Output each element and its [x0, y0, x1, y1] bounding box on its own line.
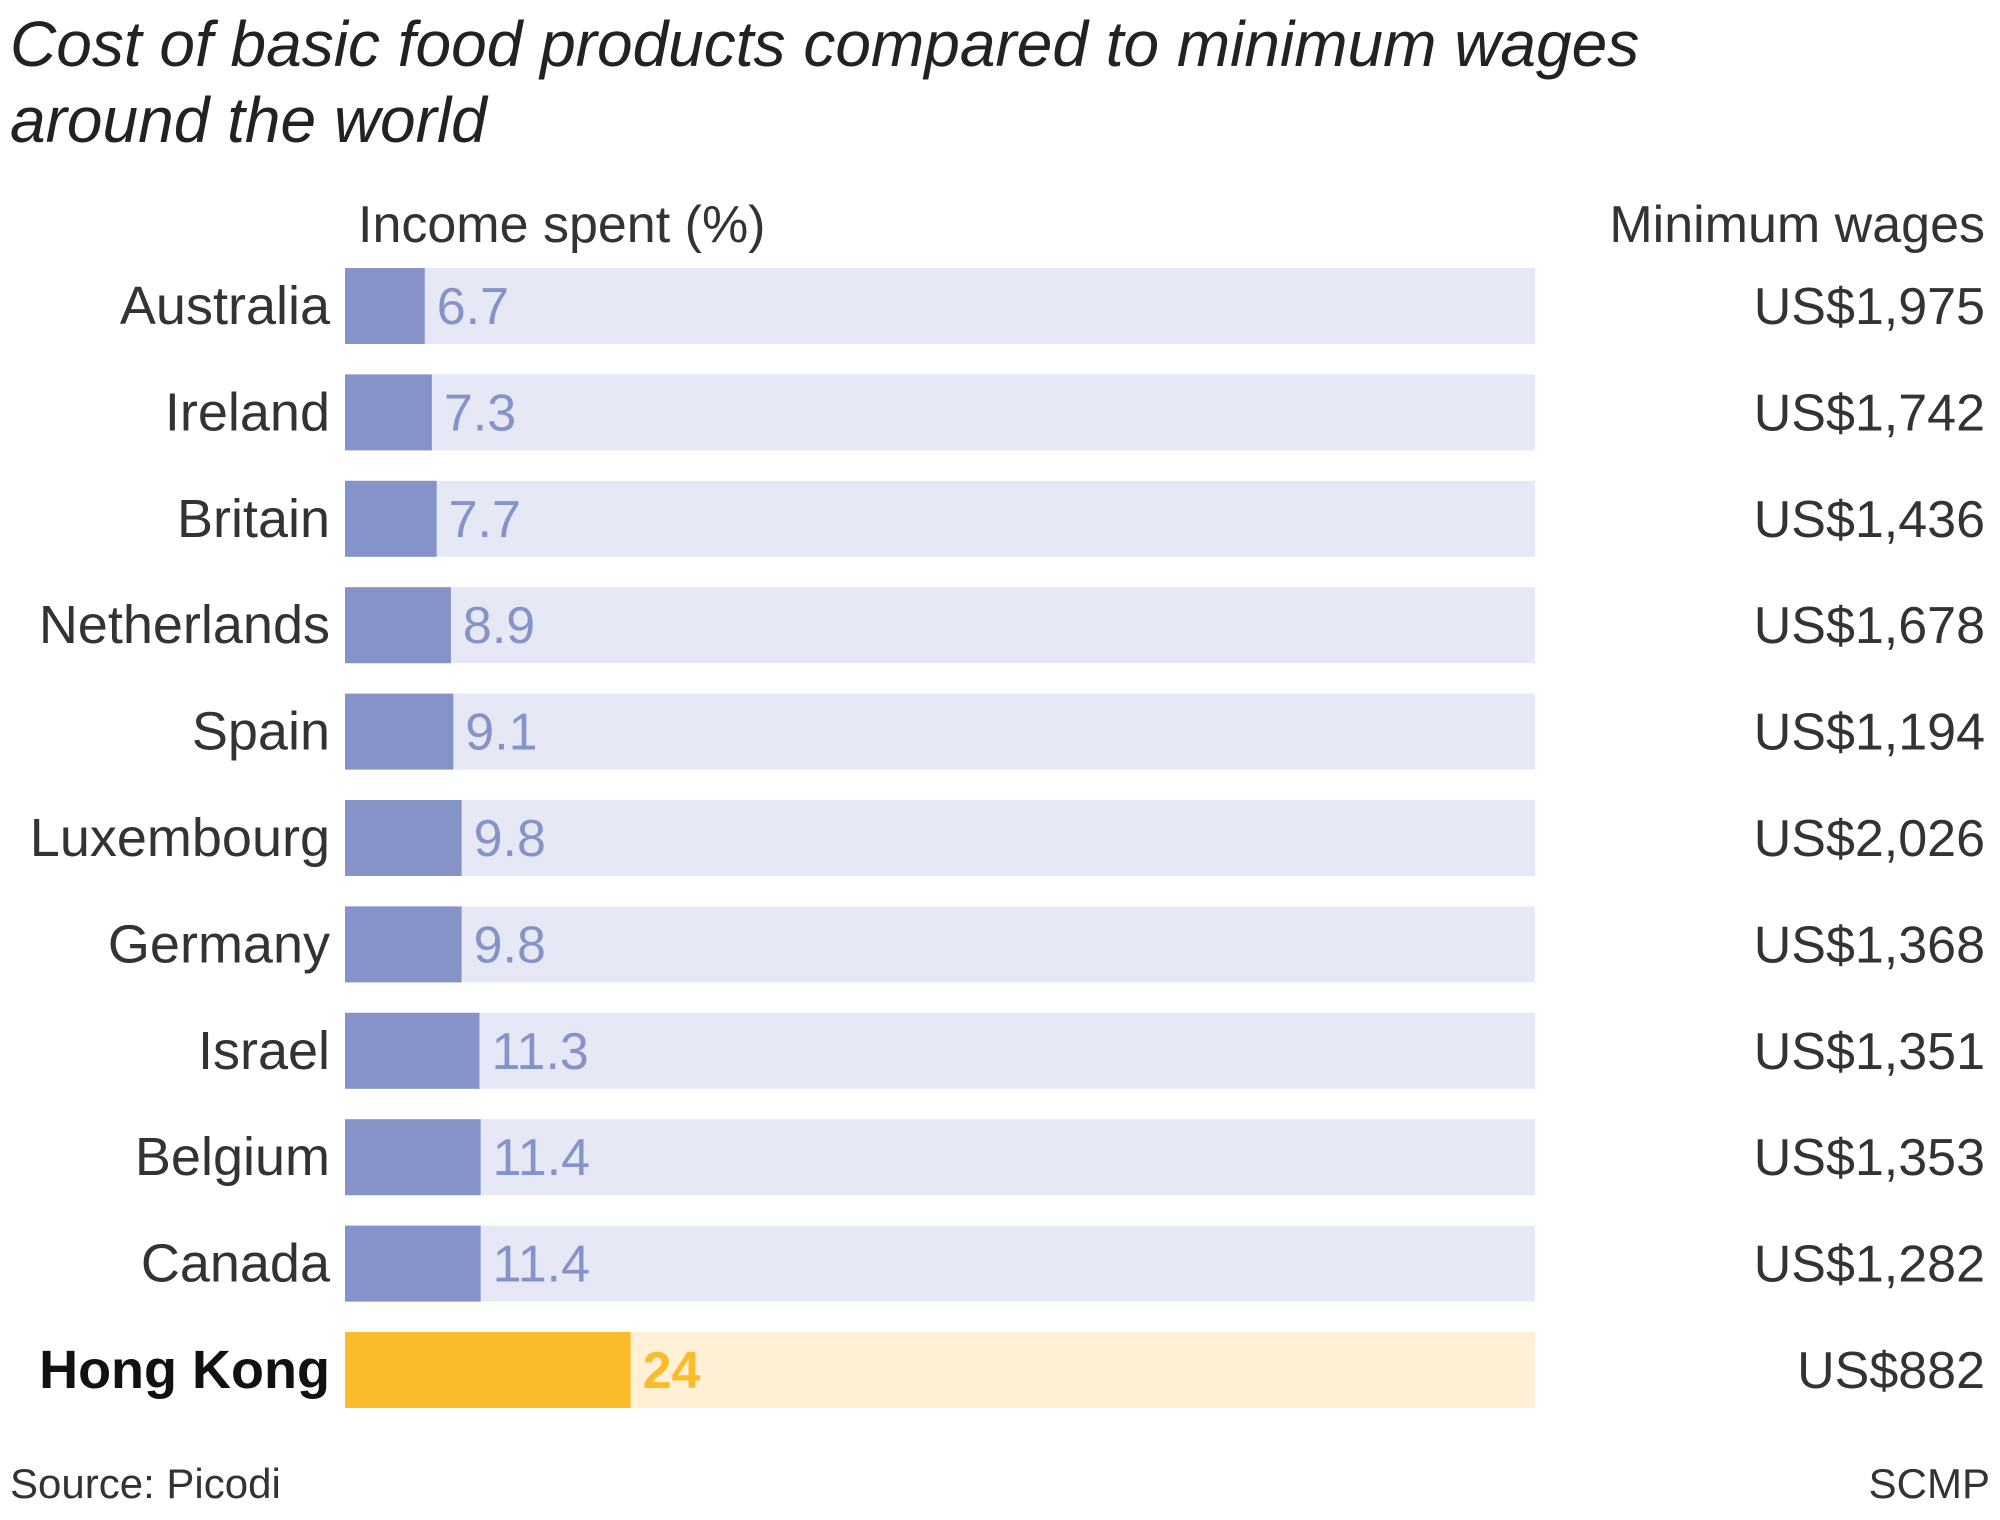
minimum-wage-label: US$1,351 [1754, 1023, 1985, 1081]
bar-track [345, 268, 1535, 344]
bar-track [345, 1012, 1535, 1089]
bar-track [345, 693, 1535, 770]
bar-track [345, 1119, 1535, 1196]
minimum-wage-label: US$1,975 [1754, 278, 1985, 336]
bar [345, 1119, 481, 1196]
minimum-wage-label: US$1,353 [1754, 1129, 1985, 1187]
minimum-wage-label: US$882 [1797, 1342, 1985, 1400]
bar-value-label: 9.1 [465, 704, 537, 762]
bar-track [345, 800, 1535, 876]
bar-value-label: 11.4 [493, 1236, 590, 1294]
bar-track [345, 480, 1535, 557]
bar [345, 374, 432, 451]
category-label: Germany [108, 914, 330, 974]
bar [345, 1012, 480, 1089]
bar [345, 906, 462, 983]
category-label: Ireland [165, 382, 330, 442]
minimum-wage-label: US$1,742 [1754, 384, 1985, 442]
category-label: Israel [198, 1021, 330, 1081]
minimum-wage-label: US$1,282 [1754, 1236, 1985, 1294]
bar-value-label: 11.4 [493, 1129, 590, 1187]
category-label: Spain [192, 702, 330, 762]
bar-value-label: 9.8 [474, 916, 546, 974]
bar [345, 800, 462, 876]
bar-value-label: 8.9 [463, 597, 535, 655]
category-label: Belgium [135, 1127, 330, 1187]
bar-rows: 6.7 Australia US$1,975 7.3 Ireland US$1,742 7.… [30, 268, 1985, 1408]
category-label: Australia [120, 276, 331, 336]
category-label: Luxembourg [30, 808, 330, 868]
bar-value-label: 6.7 [437, 278, 509, 336]
bar-value-label: 24 [643, 1342, 701, 1400]
minimum-wages-header: Minimum wages [1609, 196, 1985, 254]
category-label: Netherlands [39, 595, 330, 655]
bar-value-label: 7.7 [449, 491, 521, 549]
minimum-wage-label: US$1,194 [1754, 704, 1985, 762]
bar [345, 480, 437, 557]
source-note: Source: Picodi [10, 1460, 281, 1507]
bar-track [345, 906, 1535, 983]
category-label: Hong Kong [39, 1340, 330, 1400]
bar [345, 268, 425, 344]
bar-value-label: 9.8 [474, 810, 546, 868]
minimum-wage-label: US$2,026 [1754, 810, 1985, 868]
minimum-wage-label: US$1,678 [1754, 597, 1985, 655]
chart-title: Cost of basic food products compared to … [10, 8, 1640, 156]
bar [345, 587, 451, 664]
bar-track [345, 1225, 1535, 1302]
bar [345, 693, 454, 770]
bar [345, 1332, 631, 1408]
bar-track [345, 374, 1535, 451]
income-spent-header: Income spent (%) [358, 196, 766, 254]
bar-value-label: 7.3 [444, 384, 516, 442]
bar-track [345, 587, 1535, 664]
minimum-wage-label: US$1,436 [1754, 491, 1985, 549]
minimum-wage-label: US$1,368 [1754, 916, 1985, 974]
category-label: Canada [141, 1234, 331, 1294]
publisher-credit: SCMP [1868, 1460, 1990, 1507]
bar [345, 1225, 481, 1302]
category-label: Britain [177, 489, 330, 549]
bar-value-label: 11.3 [491, 1023, 588, 1081]
